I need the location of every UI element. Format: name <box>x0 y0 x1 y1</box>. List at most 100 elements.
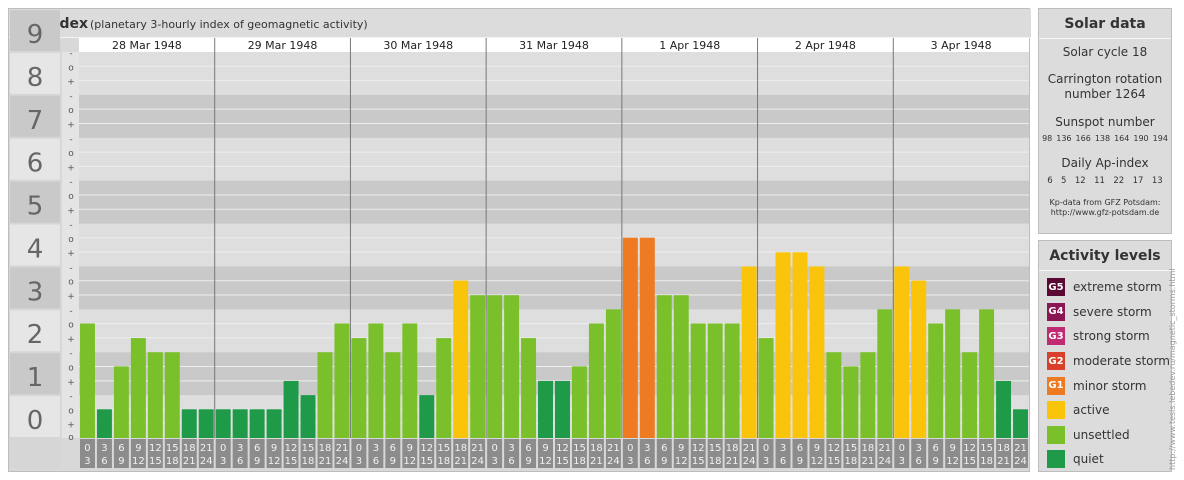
hour-label-bottom: 6 <box>373 456 379 467</box>
kp-bar <box>334 323 350 438</box>
kp-bar <box>368 323 384 438</box>
minor-mark: - <box>69 135 72 145</box>
hour-label-bottom: 18 <box>166 456 179 467</box>
hour-label-top: 6 <box>797 443 803 454</box>
minor-mark: + <box>67 335 75 345</box>
y-tick-label: 0 <box>27 406 44 436</box>
ap-values: 6 5 12 11 22 17 13 <box>1039 176 1171 186</box>
hour-label-cell <box>571 439 587 468</box>
kp-bar <box>673 295 689 438</box>
hour-label-top: 3 <box>237 443 243 454</box>
kp-bar <box>436 338 452 438</box>
hour-label-bottom: 21 <box>997 456 1010 467</box>
hour-label-cell <box>1013 439 1028 468</box>
kp-bar <box>317 352 333 438</box>
hour-label-cell <box>453 439 469 468</box>
hour-label-cell <box>588 439 604 468</box>
hour-label-cell <box>419 439 435 468</box>
hour-label-bottom: 12 <box>675 456 688 467</box>
activity-swatch: G5 <box>1047 278 1065 297</box>
minor-mark: - <box>69 263 72 273</box>
hour-label-top: 21 <box>1014 443 1027 454</box>
kp-band <box>79 180 1029 224</box>
sunspot-title: Sunspot number <box>1055 115 1155 129</box>
activity-swatch: G2 <box>1047 352 1065 371</box>
kp-bar <box>198 409 214 438</box>
hour-label-bottom: 12 <box>946 456 959 467</box>
activity-swatch: G4 <box>1047 302 1065 321</box>
hour-label-bottom: 9 <box>797 456 803 467</box>
kp-bar <box>911 280 927 438</box>
sunspot-value: 190 <box>1133 134 1149 143</box>
hour-label-cell <box>504 439 520 468</box>
hour-label-cell <box>436 439 452 468</box>
activity-level-item: quiet <box>1039 447 1171 472</box>
hour-label-top: 6 <box>661 443 667 454</box>
ap-value: 13 <box>1151 176 1163 186</box>
hour-label-bottom: 6 <box>101 456 107 467</box>
y-tick-cell <box>10 353 60 395</box>
kp-chart: Kp-index(planetary 3-hourly index of geo… <box>9 9 1031 468</box>
kp-bar <box>826 352 842 438</box>
hour-label-cell <box>962 439 978 468</box>
hour-label-bottom: 3 <box>763 456 769 467</box>
activity-label: quiet <box>1073 452 1104 467</box>
activity-label: unsettled <box>1073 427 1130 442</box>
hour-label-bottom: 15 <box>828 456 841 467</box>
hour-label-cell <box>707 439 723 468</box>
hour-label-cell <box>283 439 299 468</box>
ap-value: 17 <box>1132 176 1144 186</box>
activity-label: minor storm <box>1073 378 1147 393</box>
hour-label-top: 12 <box>828 443 841 454</box>
y-tick-label: 3 <box>27 277 44 307</box>
hour-label-cell <box>555 439 570 468</box>
hour-label-bottom: 18 <box>845 456 858 467</box>
kp-bar <box>588 323 604 438</box>
kp-band <box>79 223 1029 267</box>
hour-label-bottom: 3 <box>899 456 905 467</box>
hour-label-cell <box>80 439 95 468</box>
kp-bar <box>80 323 95 438</box>
hour-label-bottom: 12 <box>811 456 824 467</box>
y-tick-cell <box>10 95 60 137</box>
kp-bar <box>877 309 893 438</box>
kp-bar <box>741 266 757 438</box>
kp-bar <box>130 338 146 438</box>
hour-label-bottom: 15 <box>963 456 976 467</box>
minor-mark: o <box>68 278 74 288</box>
hour-label-cell <box>639 439 655 468</box>
sunspot-value: 138 <box>1094 134 1111 143</box>
hour-label-top: 21 <box>607 443 620 454</box>
hour-label-bottom: 6 <box>508 456 514 467</box>
kp-bar <box>283 380 299 438</box>
hour-label-bottom: 24 <box>743 456 756 467</box>
kp-bar <box>775 252 791 438</box>
hour-label-top: 6 <box>254 443 260 454</box>
hour-label-bottom: 9 <box>390 456 396 467</box>
hour-label-cell <box>860 439 876 468</box>
y-tick-label: 5 <box>27 192 44 222</box>
hour-label-cell <box>147 439 163 468</box>
kp-bar <box>96 409 112 438</box>
kp-bar <box>487 295 503 438</box>
hour-label-bottom: 12 <box>539 456 552 467</box>
hour-label-top: 12 <box>963 443 976 454</box>
kp-bar <box>571 366 587 438</box>
hour-label-cell <box>979 439 995 468</box>
minor-mark: o <box>68 321 74 331</box>
hour-label-top: 18 <box>454 443 467 454</box>
activity-label: severe storm <box>1073 304 1152 319</box>
hour-label-cell <box>741 439 757 468</box>
hour-label-top: 9 <box>949 443 955 454</box>
hour-label-bottom: 21 <box>590 456 603 467</box>
y-tick-cell <box>10 181 60 223</box>
ap-value: 6 <box>1047 176 1053 186</box>
hour-label-cell <box>673 439 689 468</box>
hour-label-bottom: 24 <box>607 456 620 467</box>
hour-label-bottom: 9 <box>525 456 531 467</box>
minor-mark: o <box>68 149 74 159</box>
kp-band <box>79 52 1029 95</box>
kp-bar <box>181 409 197 438</box>
hour-label-cell <box>521 439 537 468</box>
ap-value: 5 <box>1061 176 1067 186</box>
